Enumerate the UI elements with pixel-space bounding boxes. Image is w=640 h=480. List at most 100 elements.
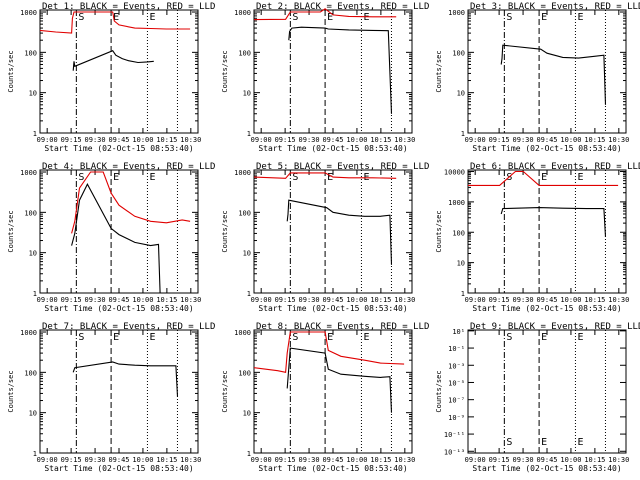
y-tick-label: 100 [24,209,37,217]
event-marker-label: E [363,12,369,23]
series-lld [468,170,619,186]
x-tick-label: 09:00 [251,136,272,144]
panel-title: Det 3: BLACK = Events, RED = LLD [470,2,640,12]
y-tick-label: 100 [238,369,251,377]
y-axis-label: Counts/sec [221,50,229,92]
y-axis-label: Counts/sec [435,210,443,252]
x-tick-label: 09:30 [85,296,106,304]
x-tick-label: 10:15 [584,456,605,464]
y-tick-label: 1 [247,130,251,138]
x-tick-label: 09:45 [322,136,343,144]
event-marker-label: E [577,12,583,23]
event-marker-label: S [506,12,512,23]
x-tick-label: 09:00 [37,456,58,464]
plot-frame [253,169,413,294]
x-tick-label: 09:30 [299,136,320,144]
series-lld [253,172,397,179]
x-tick-label: 09:15 [275,456,296,464]
series-events [288,26,393,114]
panel-det2: Det 2: BLACK = Events, RED = LLD 1 10 100 10… [221,2,429,153]
y-tick-label: 10000 [444,169,465,177]
y-axis-label: Counts/sec [221,210,229,252]
event-marker-label-lower: E [577,437,583,448]
x-tick-label: 09:30 [513,296,534,304]
x-axis-title: Start Time (02-Oct-15 08:53:40) [472,144,621,153]
series-events [500,44,607,105]
y-tick-label: 1 [33,290,37,298]
x-tick-label: 09:45 [536,296,557,304]
x-tick-label: 10:15 [156,136,177,144]
y-tick-label: 10 [29,90,37,98]
series-events [72,50,154,71]
y-tick-label: 10⁻¹ [448,345,465,353]
y-tick-label: 10⁻⁷ [448,397,465,405]
plot-frame [467,169,627,294]
y-tick-label: 10⁻³ [448,362,465,370]
y-tick-label: 100 [452,49,465,57]
x-tick-label: 09:15 [61,136,82,144]
x-tick-label: 09:15 [489,456,510,464]
x-tick-label: 10:30 [180,456,201,464]
event-marker-label: S [292,12,298,23]
x-tick-label: 09:00 [37,296,58,304]
event-marker-label: E [577,332,583,343]
y-tick-label: 100 [24,369,37,377]
plot-frame [253,329,413,454]
x-tick-label: 10:00 [346,456,367,464]
x-tick-label: 09:15 [489,136,510,144]
x-tick-label: 09:15 [61,456,82,464]
event-marker-label: E [363,332,369,343]
event-marker-label: E [113,12,119,23]
series-events [500,207,607,238]
panel-det6: Det 6: BLACK = Events, RED = LLD 1 10 100 10… [435,162,640,313]
event-marker-label: E [149,12,155,23]
event-marker-label: E [541,332,547,343]
panel-det4: Det 4: BLACK = Events, RED = LLD 1 10 100 10… [7,162,215,313]
y-tick-label: 10 [457,90,465,98]
x-tick-label: 09:00 [465,456,486,464]
panel-det9: Det 9: BLACK = Events, RED = LLD 10¹ 10⁻¹ 1… [435,322,640,473]
panel-title: Det 1: BLACK = Events, RED = LLD [42,2,215,12]
x-axis-title: Start Time (02-Oct-15 08:53:40) [472,304,621,313]
x-tick-label: 10:00 [346,296,367,304]
series-lld [39,11,191,34]
y-tick-label: 10 [29,410,37,418]
panel-det3: Det 3: BLACK = Events, RED = LLD 1 10 100 10… [435,2,640,153]
x-tick-label: 09:30 [85,456,106,464]
x-tick-label: 09:00 [465,296,486,304]
event-marker-label: S [78,12,84,23]
series-events [71,182,161,294]
x-tick-label: 10:30 [608,296,629,304]
y-tick-label: 10⁻⁵ [448,379,465,387]
y-tick-label: 10⁻¹¹ [444,431,465,439]
y-tick-label: 10¹ [452,328,465,336]
x-tick-label: 09:45 [536,456,557,464]
x-tick-label: 10:00 [132,136,153,144]
y-tick-label: 10 [243,410,251,418]
series-events [286,199,393,265]
panel-det7: Det 7: BLACK = Events, RED = LLD 1 10 100 10… [7,322,215,473]
panel-title: Det 4: BLACK = Events, RED = LLD [42,162,215,172]
x-tick-label: 10:15 [584,296,605,304]
panel-det1: Det 1: BLACK = Events, RED = LLD 1 10 100 10… [7,2,215,153]
x-tick-label: 10:15 [370,296,391,304]
series-lld [253,331,405,373]
event-marker-label: S [506,332,512,343]
x-tick-label: 09:00 [37,136,58,144]
x-tick-label: 09:30 [299,296,320,304]
event-marker-label: E [541,172,547,183]
series-lld [71,171,191,234]
y-tick-label: 100 [238,49,251,57]
y-tick-label: 100 [24,49,37,57]
x-tick-label: 09:45 [536,136,557,144]
x-tick-label: 09:30 [85,136,106,144]
x-tick-label: 10:15 [156,296,177,304]
x-tick-label: 10:00 [560,296,581,304]
plot-frame [39,329,199,454]
panel-title: Det 7: BLACK = Events, RED = LLD [42,322,215,332]
x-tick-label: 09:30 [513,136,534,144]
y-tick-label: 1 [33,130,37,138]
x-axis-title: Start Time (02-Oct-15 08:53:40) [44,464,193,473]
y-tick-label: 1 [461,290,465,298]
y-axis-label: Counts/sec [7,210,15,252]
